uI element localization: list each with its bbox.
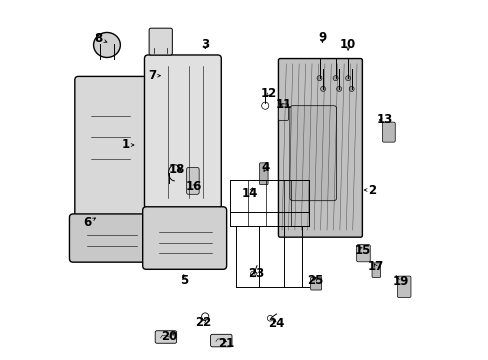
Text: 15: 15 <box>354 244 370 257</box>
Text: 3: 3 <box>201 39 209 51</box>
FancyBboxPatch shape <box>155 331 176 343</box>
Text: 20: 20 <box>161 330 177 343</box>
Text: 24: 24 <box>267 317 284 330</box>
Text: 23: 23 <box>247 267 264 280</box>
Circle shape <box>345 76 350 81</box>
Text: 12: 12 <box>260 87 276 100</box>
Text: 8: 8 <box>95 32 107 45</box>
FancyBboxPatch shape <box>356 245 369 262</box>
Text: 19: 19 <box>392 275 408 288</box>
Text: 6: 6 <box>83 216 95 229</box>
FancyBboxPatch shape <box>69 214 153 262</box>
FancyBboxPatch shape <box>142 207 226 269</box>
Circle shape <box>316 76 322 81</box>
Text: 25: 25 <box>306 274 323 287</box>
FancyBboxPatch shape <box>75 76 148 221</box>
Text: 7: 7 <box>148 69 160 82</box>
FancyBboxPatch shape <box>149 28 172 55</box>
Text: 18: 18 <box>169 163 185 176</box>
Text: 17: 17 <box>367 260 383 273</box>
FancyBboxPatch shape <box>259 163 267 185</box>
FancyBboxPatch shape <box>210 334 231 347</box>
Text: 10: 10 <box>339 39 355 51</box>
FancyBboxPatch shape <box>371 263 380 278</box>
Text: 9: 9 <box>318 31 326 44</box>
Text: 21: 21 <box>217 337 234 350</box>
FancyBboxPatch shape <box>186 167 199 194</box>
Text: 4: 4 <box>261 161 269 174</box>
Text: 11: 11 <box>275 99 291 112</box>
Text: 22: 22 <box>195 316 211 329</box>
Text: 2: 2 <box>364 184 376 197</box>
Text: 16: 16 <box>185 180 202 193</box>
Text: 14: 14 <box>241 187 258 200</box>
Ellipse shape <box>93 32 120 58</box>
FancyBboxPatch shape <box>289 106 336 201</box>
Circle shape <box>332 76 337 81</box>
FancyBboxPatch shape <box>278 59 362 237</box>
FancyBboxPatch shape <box>278 104 288 120</box>
Circle shape <box>336 86 341 91</box>
FancyBboxPatch shape <box>144 55 221 208</box>
FancyBboxPatch shape <box>382 122 394 142</box>
Text: 1: 1 <box>122 139 134 152</box>
Text: 5: 5 <box>179 274 187 287</box>
Text: 13: 13 <box>376 113 392 126</box>
FancyBboxPatch shape <box>397 276 410 297</box>
FancyBboxPatch shape <box>310 277 321 290</box>
Circle shape <box>320 86 325 91</box>
Circle shape <box>348 86 353 91</box>
